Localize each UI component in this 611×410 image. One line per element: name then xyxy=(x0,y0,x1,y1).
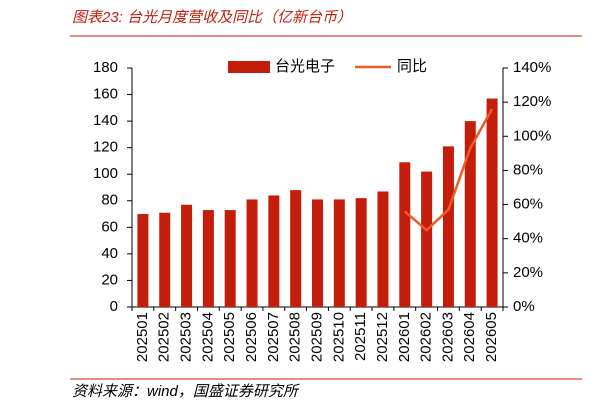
x-tick-label: 202605 xyxy=(483,312,500,362)
y-tick-label: 0 xyxy=(110,298,118,315)
bar xyxy=(137,214,149,307)
bar xyxy=(486,98,498,308)
bar xyxy=(333,199,345,307)
legend-label: 同比 xyxy=(397,58,427,75)
x-tick-label: 202504 xyxy=(199,312,216,362)
y2-tick-label: 20% xyxy=(513,264,543,281)
y2-tick-label: 100% xyxy=(513,127,551,144)
bar xyxy=(202,210,214,307)
x-tick-label: 202506 xyxy=(243,312,260,362)
bar xyxy=(159,212,171,307)
x-tick-label: 202511 xyxy=(352,312,369,361)
y2-tick-label: 140% xyxy=(513,59,551,76)
x-tick-label: 202604 xyxy=(461,312,478,362)
y2-tick-label: 0% xyxy=(513,298,535,315)
x-tick-label: 202603 xyxy=(439,312,456,362)
y-tick-label: 80 xyxy=(101,192,118,209)
y2-tick-label: 60% xyxy=(513,196,543,213)
bar xyxy=(224,210,236,307)
x-tick-label: 202501 xyxy=(134,312,151,362)
x-tick-label: 202505 xyxy=(221,312,238,362)
x-tick-label: 202507 xyxy=(265,312,282,362)
y-tick-label: 100 xyxy=(93,165,118,182)
bar xyxy=(421,171,433,307)
y-tick-label: 60 xyxy=(101,218,118,235)
y-tick-label: 140 xyxy=(93,112,118,129)
bar xyxy=(399,162,411,307)
bar xyxy=(246,199,258,307)
bar xyxy=(355,198,367,307)
y2-tick-label: 40% xyxy=(513,230,543,247)
chart-title: 图表23: 台光月度营收及同比（亿新台币） xyxy=(72,9,352,26)
legend-swatch xyxy=(228,61,270,73)
bar xyxy=(290,190,302,307)
bar xyxy=(442,146,454,307)
x-tick-label: 202508 xyxy=(287,312,304,362)
x-tick-label: 202602 xyxy=(418,312,435,362)
x-tick-label: 202509 xyxy=(308,312,325,362)
bar xyxy=(181,204,193,307)
x-tick-label: 202601 xyxy=(396,312,413,362)
bar xyxy=(377,191,389,307)
y-tick-label: 40 xyxy=(101,245,118,262)
bar xyxy=(268,195,280,307)
x-tick-label: 202512 xyxy=(374,312,391,362)
x-tick-label: 202503 xyxy=(178,312,195,362)
source: 资料来源：wind，国盛证券研究所 xyxy=(72,383,300,400)
bar xyxy=(312,199,323,307)
legend-label: 台光电子 xyxy=(275,58,335,75)
y2-tick-label: 120% xyxy=(513,93,551,110)
y2-tick-label: 80% xyxy=(513,161,543,178)
y-tick-label: 180 xyxy=(93,59,118,76)
bar xyxy=(464,121,476,307)
y-tick-label: 120 xyxy=(93,139,118,156)
y-tick-label: 20 xyxy=(101,271,118,288)
x-tick-label: 202502 xyxy=(156,312,173,362)
line xyxy=(403,108,494,232)
y-tick-label: 160 xyxy=(93,86,118,103)
x-tick-label: 202510 xyxy=(330,312,347,362)
